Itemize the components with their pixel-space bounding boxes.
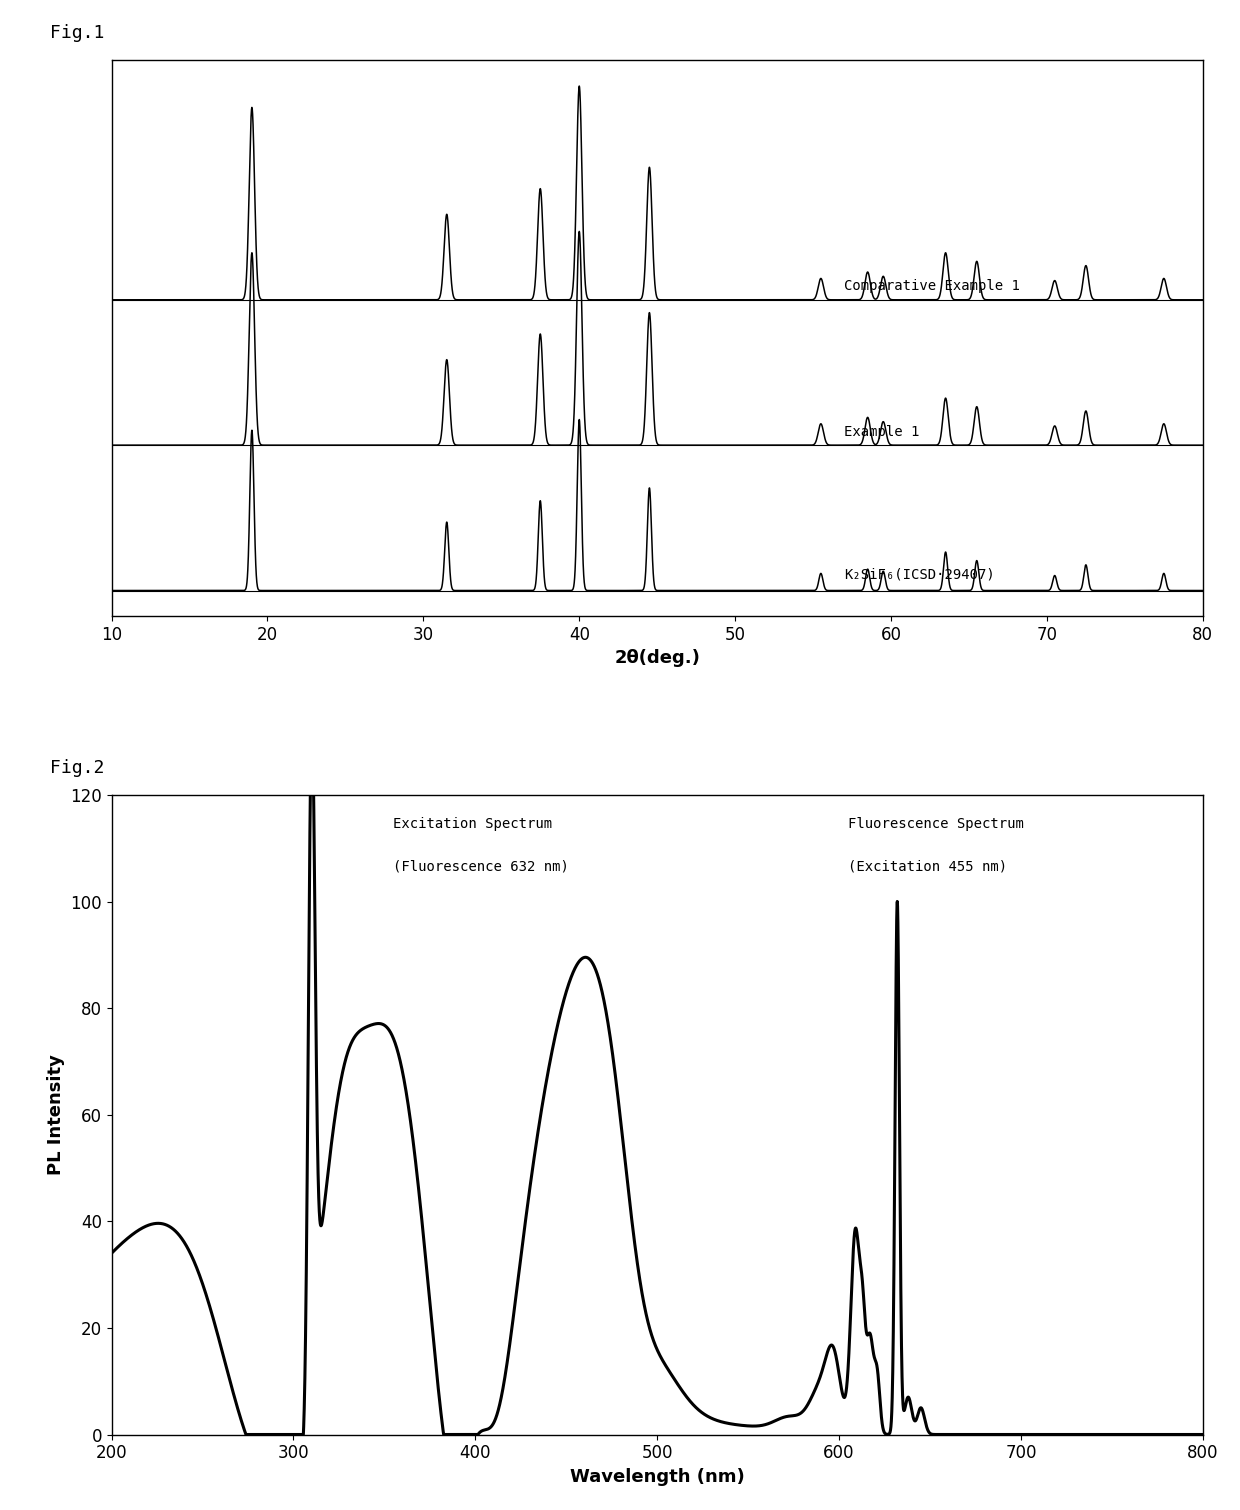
Text: Comparative Example 1: Comparative Example 1 [844,279,1021,293]
X-axis label: Wavelength (nm): Wavelength (nm) [570,1468,744,1486]
Text: Fig.1: Fig.1 [50,24,104,42]
Y-axis label: PL Intensity: PL Intensity [47,1054,64,1175]
Text: Fluorescence Spectrum: Fluorescence Spectrum [848,817,1024,831]
Text: (Fluorescence 632 nm): (Fluorescence 632 nm) [393,859,569,873]
Text: Fig.2: Fig.2 [50,760,104,778]
Text: Excitation Spectrum: Excitation Spectrum [393,817,553,831]
X-axis label: 2θ(deg.): 2θ(deg.) [614,649,701,667]
Text: (Excitation 455 nm): (Excitation 455 nm) [848,859,1007,873]
Text: Example 1: Example 1 [844,424,920,439]
Text: K₂SiF₆(ICSD·29407): K₂SiF₆(ICSD·29407) [844,568,994,581]
